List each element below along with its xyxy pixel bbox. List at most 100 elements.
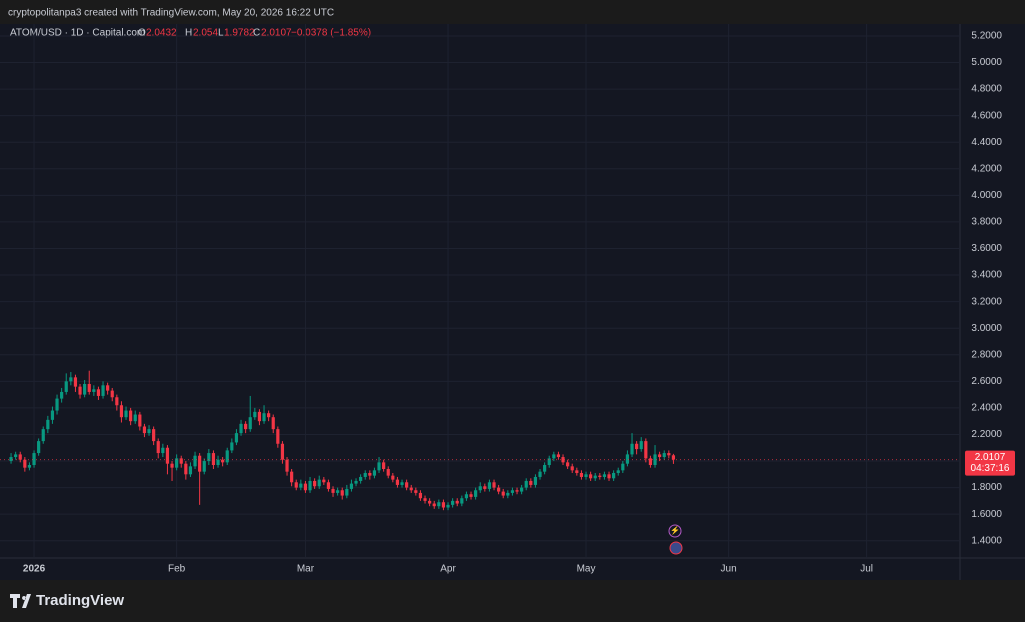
candle-body <box>602 474 607 477</box>
h-value: 2.054 <box>193 28 218 39</box>
y-tick-label: 1.6000 <box>971 509 1002 520</box>
x-tick-label: Apr <box>440 564 456 575</box>
candle-body <box>322 479 326 483</box>
candle-body <box>621 463 625 471</box>
candle-body <box>9 457 13 462</box>
l-label: L <box>218 28 224 39</box>
candle-body <box>377 462 381 471</box>
event-icon-glyph: ⚡ <box>670 525 680 535</box>
candle-body <box>221 459 225 463</box>
candle-body <box>395 479 400 485</box>
candle-body <box>234 433 239 443</box>
candle-body <box>469 494 473 497</box>
candle-body <box>515 490 519 492</box>
y-tick-label: 3.6000 <box>971 243 1002 254</box>
candle-body <box>280 443 285 460</box>
last-price-box <box>965 450 1015 476</box>
candle-body <box>101 385 105 396</box>
candle-body <box>570 466 574 471</box>
candle-body <box>345 488 349 496</box>
candle-body <box>589 474 593 479</box>
candle-body <box>262 413 266 422</box>
candle-body <box>418 492 423 499</box>
y-tick-label: 1.8000 <box>971 482 1002 493</box>
candle-body <box>658 454 662 458</box>
x-tick-label: Jun <box>721 564 737 575</box>
candle-body <box>317 479 321 487</box>
candle-body <box>64 381 68 392</box>
flag-icon[interactable] <box>669 541 683 555</box>
candle-body <box>239 423 243 434</box>
candle-body <box>115 397 119 406</box>
candle-body <box>37 441 41 454</box>
candle-body <box>474 490 478 497</box>
candle-body <box>414 490 418 493</box>
candle-body <box>340 490 344 496</box>
candle-body <box>202 461 206 472</box>
candle-body <box>607 474 611 479</box>
candle-body <box>543 465 547 472</box>
y-tick-label: 5.0000 <box>971 57 1002 68</box>
logo-mark <box>10 594 31 608</box>
candle-body <box>326 482 331 489</box>
candle-body <box>533 476 538 485</box>
candle-body <box>372 470 377 476</box>
candle-body <box>271 417 275 430</box>
candle-body <box>50 410 55 420</box>
candle-body <box>382 462 386 469</box>
candle-body <box>506 492 510 496</box>
candle-body <box>524 480 528 488</box>
c-value: 2.0107 <box>261 28 292 39</box>
candle-body <box>584 474 588 477</box>
candle-body <box>510 490 515 493</box>
candle-body <box>648 458 653 466</box>
candle-body <box>593 475 597 479</box>
candle-body <box>253 411 257 418</box>
candle-body <box>529 480 533 485</box>
candle-body <box>662 453 666 458</box>
brand: TradingView <box>36 592 124 609</box>
candle-body <box>428 500 432 504</box>
candle-body <box>299 483 303 488</box>
candle-body <box>612 472 616 479</box>
credit: cryptopolitanpa3 created with TradingVie… <box>8 8 334 19</box>
candle-body <box>198 455 202 472</box>
candle-body <box>359 476 363 481</box>
candle-body <box>349 483 354 489</box>
candle-body <box>152 429 156 442</box>
candle-body <box>464 494 469 499</box>
candle-body <box>133 414 137 422</box>
candle-body <box>391 475 395 480</box>
candle-body <box>83 383 87 395</box>
candle-body <box>129 410 133 422</box>
candle-body <box>23 459 27 468</box>
candle-body <box>55 398 59 411</box>
candle-body <box>27 465 32 468</box>
x-tick-label: Mar <box>297 564 315 575</box>
candle-body <box>156 441 160 454</box>
y-tick-label: 3.8000 <box>971 217 1002 228</box>
candle-body <box>432 503 436 507</box>
candle-body <box>46 419 50 430</box>
y-tick-label: 3.0000 <box>971 323 1002 334</box>
candle-body <box>244 423 248 430</box>
candle-body <box>248 417 252 430</box>
candle-body <box>644 441 648 459</box>
y-tick-label: 3.2000 <box>971 296 1002 307</box>
candle-body <box>211 453 216 466</box>
candle-body <box>492 482 496 488</box>
logo: TradingView <box>10 592 124 609</box>
candle-body <box>184 463 188 475</box>
candle-body <box>73 377 78 387</box>
h-label: H <box>185 28 192 39</box>
y-tick-label: 4.8000 <box>971 84 1002 95</box>
candle-body <box>386 469 390 476</box>
candle-body <box>331 488 335 493</box>
candle-body <box>441 502 446 508</box>
candle-body <box>142 426 147 434</box>
y-tick-label: 4.6000 <box>971 110 1002 121</box>
event-icon[interactable] <box>668 524 682 538</box>
y-tick-label: 3.4000 <box>971 270 1002 281</box>
